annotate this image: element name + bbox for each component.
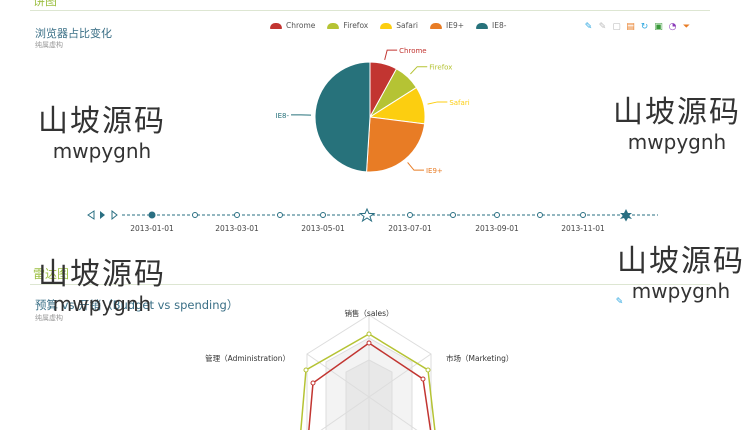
legend-swatch bbox=[476, 23, 488, 29]
legend-swatch bbox=[327, 23, 339, 29]
timeline-prev-icon[interactable] bbox=[88, 211, 94, 219]
timeline-point[interactable] bbox=[581, 213, 586, 218]
funnel-icon[interactable]: ⏷ bbox=[681, 21, 692, 32]
timeline-point[interactable] bbox=[321, 213, 326, 218]
watermark: 山坡源码 mwpygnh bbox=[27, 258, 177, 316]
data-view-icon[interactable]: ▤ bbox=[625, 21, 636, 32]
pie-slice-label: Safari bbox=[449, 99, 469, 107]
watermark-sub-text: mwpygnh bbox=[612, 279, 750, 303]
chart-type-icon[interactable]: ◔ bbox=[667, 21, 678, 32]
watermark-sub-text: mwpygnh bbox=[27, 292, 177, 316]
restore-icon[interactable]: ↻ bbox=[639, 21, 650, 32]
legend-item-ie9[interactable]: IE9+ bbox=[430, 21, 464, 30]
watermark-main-text: 山坡源码 bbox=[27, 258, 177, 292]
watermark-main-text: 山坡源码 bbox=[604, 96, 750, 130]
legend-swatch bbox=[380, 23, 392, 29]
timeline-label: 2013-11-01 bbox=[561, 224, 605, 233]
pie-label-line bbox=[385, 50, 397, 60]
radar-indicator-label: 销售（sales） bbox=[344, 308, 393, 318]
legend-item-safari[interactable]: Safari bbox=[380, 21, 418, 30]
timeline-current-marker[interactable] bbox=[360, 209, 374, 221]
pie-label-line bbox=[408, 162, 424, 170]
radar-chart: 销售（sales） 管理（Administration） 市场（Marketin… bbox=[0, 300, 750, 430]
legend-item-ie8[interactable]: IE8- bbox=[476, 21, 506, 30]
radar-point[interactable] bbox=[421, 377, 425, 381]
timeline-point[interactable] bbox=[278, 213, 283, 218]
legend-item-chrome[interactable]: Chrome bbox=[270, 21, 315, 30]
legend-label: Safari bbox=[396, 21, 418, 30]
timeline-label: 2013-09-01 bbox=[475, 224, 519, 233]
pie-label-line bbox=[410, 67, 427, 74]
legend-label: Firefox bbox=[343, 21, 368, 30]
legend-label: IE9+ bbox=[446, 21, 464, 30]
mark-clear-icon[interactable]: ▢ bbox=[611, 21, 622, 32]
watermark: 山坡源码 mwpygnh bbox=[612, 245, 750, 303]
pie-section-heading: 饼图 bbox=[33, 0, 57, 9]
mark-icon[interactable]: ✎ bbox=[583, 21, 594, 32]
timeline-play-icon[interactable] bbox=[100, 211, 105, 219]
watermark-main-text: 山坡源码 bbox=[612, 245, 750, 279]
pie-chart-title: 浏览器占比变化 bbox=[35, 25, 112, 41]
radar-indicator-label: 市场（Marketing） bbox=[446, 353, 513, 363]
watermark-main-text: 山坡源码 bbox=[27, 105, 177, 139]
mark-undo-icon[interactable]: ✎ bbox=[597, 21, 608, 32]
timeline-label: 2013-01-01 bbox=[130, 224, 174, 233]
timeline-point[interactable] bbox=[235, 213, 240, 218]
radar-point[interactable] bbox=[311, 381, 315, 385]
timeline-point[interactable] bbox=[495, 213, 500, 218]
watermark-sub-text: mwpygnh bbox=[604, 130, 750, 154]
timeline-next-icon[interactable] bbox=[112, 211, 117, 219]
timeline: 2013-01-01 2013-03-01 2013-05-01 2013-07… bbox=[0, 205, 750, 235]
timeline-label: 2013-05-01 bbox=[301, 224, 345, 233]
legend-label: IE8- bbox=[492, 21, 506, 30]
save-image-icon[interactable]: ▣ bbox=[653, 21, 664, 32]
watermark: 山坡源码 mwpygnh bbox=[604, 96, 750, 154]
timeline-label: 2013-03-01 bbox=[215, 224, 259, 233]
timeline-end-marker[interactable] bbox=[620, 209, 632, 222]
pie-slice-label: Firefox bbox=[429, 64, 452, 72]
watermark: 山坡源码 mwpygnh bbox=[27, 105, 177, 163]
pie-slice-label: Chrome bbox=[399, 47, 426, 55]
legend-item-firefox[interactable]: Firefox bbox=[327, 21, 368, 30]
pie-slice-ie8[interactable] bbox=[315, 62, 370, 172]
section-divider bbox=[30, 10, 710, 11]
timeline-point[interactable] bbox=[538, 213, 543, 218]
radar-point[interactable] bbox=[367, 341, 371, 345]
timeline-point[interactable] bbox=[149, 212, 156, 219]
legend-label: Chrome bbox=[286, 21, 315, 30]
radar-point[interactable] bbox=[367, 332, 371, 336]
legend-swatch bbox=[270, 23, 282, 29]
pie-label-line bbox=[428, 102, 448, 104]
watermark-sub-text: mwpygnh bbox=[27, 139, 177, 163]
timeline-label: 2013-07-01 bbox=[388, 224, 432, 233]
pie-toolbox: ✎ ✎ ▢ ▤ ↻ ▣ ◔ ⏷ bbox=[583, 21, 692, 32]
timeline-point[interactable] bbox=[451, 213, 456, 218]
pie-slice-label: IE9+ bbox=[426, 167, 443, 175]
radar-point[interactable] bbox=[304, 368, 308, 372]
timeline-point[interactable] bbox=[193, 213, 198, 218]
legend-swatch bbox=[430, 23, 442, 29]
timeline-point[interactable] bbox=[408, 213, 413, 218]
radar-indicator-label: 管理（Administration） bbox=[205, 353, 290, 363]
radar-point[interactable] bbox=[426, 368, 430, 372]
pie-slice-ie9[interactable] bbox=[367, 117, 425, 172]
pie-legend: Chrome Firefox Safari IE9+ IE8- bbox=[270, 21, 506, 30]
pie-slice-label: IE8- bbox=[276, 112, 290, 120]
